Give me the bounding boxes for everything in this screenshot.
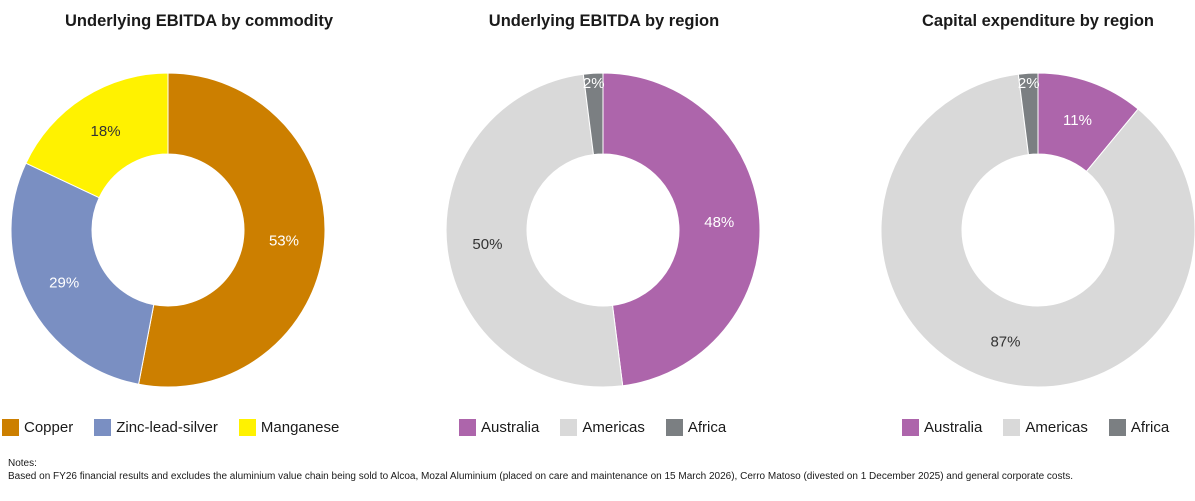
legend-label: Americas xyxy=(1025,419,1088,436)
donut-chart-ebitda-region: 48% 50% 2% xyxy=(445,72,761,388)
slice-africa xyxy=(1017,72,1039,156)
slice-zinc-lead-silver xyxy=(10,162,155,385)
legend-capex-region: Australia Americas Africa xyxy=(902,419,1190,436)
slice-label-africa: 2% xyxy=(583,75,605,92)
slice-manganese xyxy=(25,72,169,199)
legend-label: Americas xyxy=(582,419,645,436)
slice-copper xyxy=(137,72,326,388)
legend-label: Africa xyxy=(1130,419,1170,436)
slice-label-americas: 50% xyxy=(472,236,502,253)
legend-label: Australia xyxy=(481,419,540,436)
slice-label-zinc-lead-silver: 29% xyxy=(49,274,79,291)
slice-label-manganese: 18% xyxy=(91,123,121,140)
chart-title: Underlying EBITDA by commodity xyxy=(65,12,333,30)
legend-label: Manganese xyxy=(260,419,340,436)
legend-label: Africa xyxy=(687,419,727,436)
legend-ebitda-region: Australia Americas Africa xyxy=(459,419,747,436)
legend-item-americas: Americas xyxy=(560,419,645,436)
legend-commodity: Copper Zinc-lead-silver Manganese xyxy=(2,419,360,436)
legend-item-manganese: Manganese xyxy=(238,419,340,436)
legend-swatch xyxy=(560,419,578,436)
legend-item-africa: Africa xyxy=(1108,419,1170,436)
legend-swatch xyxy=(2,419,19,436)
slice-australia xyxy=(602,72,761,387)
legend-swatch xyxy=(1003,419,1021,436)
chart-panel-ebitda-region: Underlying EBITDA by region 48% 50% 2% Aus… xyxy=(405,0,803,450)
slice-label-copper: 53% xyxy=(269,232,299,249)
legend-label: Australia xyxy=(924,419,983,436)
donut-chart-commodity: 53% 29% 18% xyxy=(10,72,326,388)
slice-africa xyxy=(582,72,604,156)
legend-item-australia: Australia xyxy=(459,419,539,436)
notes-heading: Notes: xyxy=(8,458,37,469)
legend-swatch xyxy=(459,419,476,436)
legend-item-americas: Americas xyxy=(1003,419,1088,436)
slice-label-australia: 11% xyxy=(1063,112,1092,129)
legend-item-australia: Australia xyxy=(902,419,982,436)
legend-swatch xyxy=(1108,419,1126,436)
legend-swatch xyxy=(94,419,112,436)
legend-label: Zinc-lead-silver xyxy=(116,419,218,436)
legend-item-africa: Africa xyxy=(665,419,727,436)
legend-swatch xyxy=(665,419,683,436)
legend-swatch xyxy=(238,419,256,436)
notes: Notes: Based on FY26 financial results a… xyxy=(8,457,1073,483)
slice-label-americas: 87% xyxy=(990,333,1020,350)
legend-swatch xyxy=(902,419,919,436)
notes-text: Based on FY26 financial results and excl… xyxy=(8,471,1074,482)
legend-item-zinc-lead-silver: Zinc-lead-silver xyxy=(94,419,218,436)
chart-title: Capital expenditure by region xyxy=(922,12,1154,30)
slice-americas xyxy=(880,73,1195,388)
slice-label-australia: 48% xyxy=(704,214,734,231)
chart-panel-capex-region: Capital expenditure by region 11% 87% 2% A… xyxy=(839,0,1195,450)
slice-label-africa: 2% xyxy=(1018,75,1040,92)
donut-chart-capex-region: 11% 87% 2% xyxy=(880,72,1195,388)
chart-title: Underlying EBITDA by region xyxy=(488,12,720,30)
legend-item-copper: Copper xyxy=(2,419,73,436)
legend-label: Copper xyxy=(24,419,74,436)
slice-americas xyxy=(445,73,624,388)
chart-panel-commodity: Underlying EBITDA by commodity 53% 29% 18%… xyxy=(0,0,398,450)
